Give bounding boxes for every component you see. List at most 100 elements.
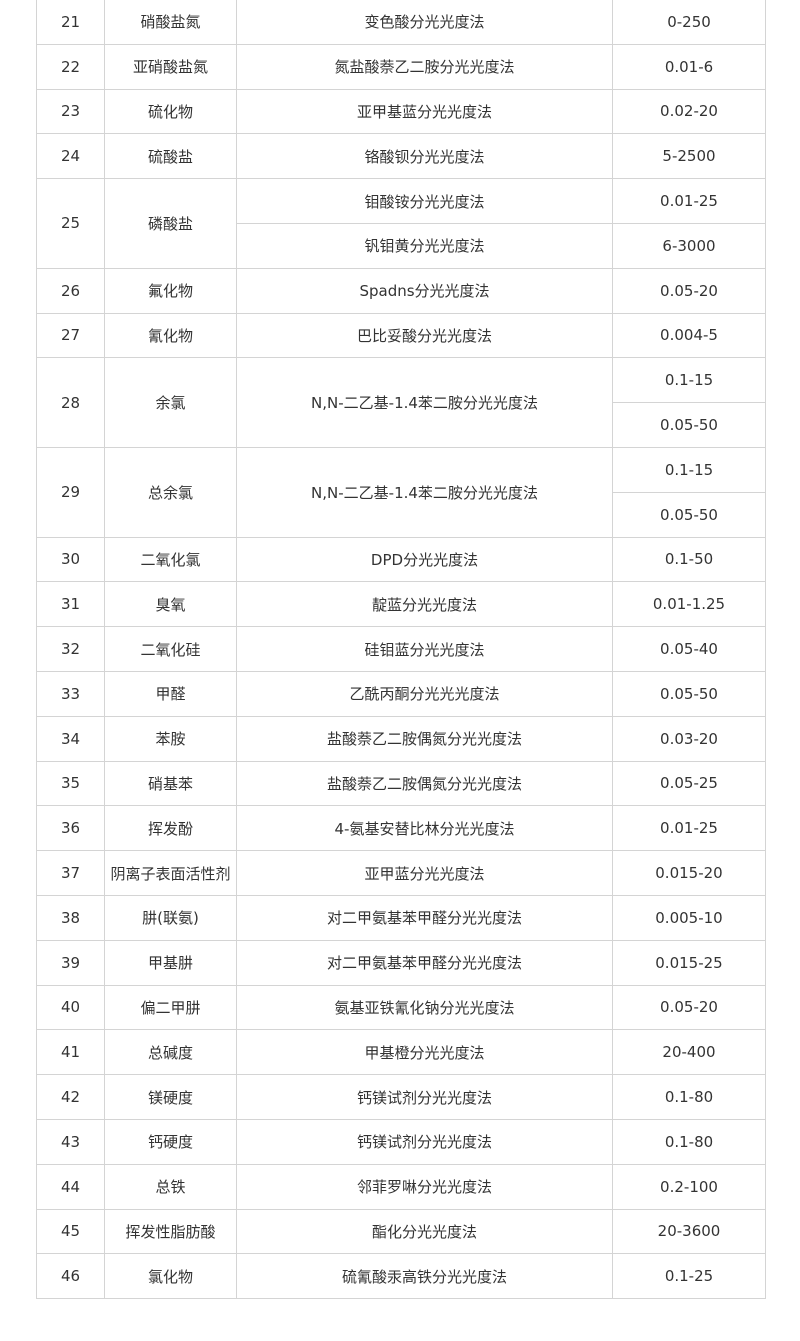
row-number: 23: [36, 88, 105, 135]
parameter-name: 偏二甲肼: [104, 984, 237, 1031]
parameter-name: 总铁: [104, 1163, 237, 1210]
table-row: 44 总铁 邻菲罗啉分光光度法 0.2-100: [36, 1163, 766, 1210]
measurement-range: 0.1-80: [612, 1118, 766, 1165]
parameter-name: 二氧化硅: [104, 626, 237, 672]
measurement-range: 0.05-50: [612, 491, 766, 538]
measurement-range: 0.004-5: [612, 312, 766, 359]
parameter-name: 氟化物: [104, 267, 237, 314]
measurement-range: 0.01-6: [612, 43, 766, 90]
method-name: 钙镁试剂分光光度法: [236, 1118, 613, 1165]
method-name: 盐酸萘乙二胺偶氮分光光度法: [236, 715, 613, 762]
row-number: 28: [36, 357, 105, 448]
row-number: 33: [36, 670, 105, 717]
parameter-name: 苯胺: [104, 715, 237, 762]
row-number: 25: [36, 178, 105, 269]
row-number: 45: [36, 1208, 105, 1255]
parameter-name: 余氯: [104, 357, 237, 448]
row-number: 44: [36, 1163, 105, 1210]
table-row: 24 硫酸盐 铬酸钡分光光度法 5-2500: [36, 133, 766, 180]
parameter-name: 钙硬度: [104, 1118, 237, 1165]
row-number: 36: [36, 805, 105, 852]
table-row: 25 磷酸盐 钼酸铵分光光度法 0.01-25: [36, 178, 766, 269]
method-name: 铬酸钡分光光度法: [236, 133, 613, 180]
method-name: 盐酸萘乙二胺偶氮分光光度法: [236, 760, 613, 807]
table-row: 28 余氯 N,N-二乙基-1.4苯二胺分光光度法 0.1-15: [36, 357, 766, 448]
method-name: 钙镁试剂分光光度法: [236, 1074, 613, 1120]
table-row: 41 总碱度 甲基橙分光光度法 20-400: [36, 1029, 766, 1076]
table-row: 33 甲醛 乙酰丙酮分光光光度法 0.05-50: [36, 670, 766, 717]
method-name: N,N-二乙基-1.4苯二胺分光光度法: [236, 357, 613, 448]
row-number: 32: [36, 626, 105, 672]
table-row: 30 二氧化氯 DPD分光光度法 0.1-50: [36, 536, 766, 583]
method-name: 靛蓝分光光度法: [236, 581, 613, 628]
method-name: 亚甲基蓝分光光度法: [236, 88, 613, 135]
measurement-range: 0.1-15: [612, 446, 766, 493]
measurement-range: 0.05-20: [612, 267, 766, 314]
table-row: 35 硝基苯 盐酸萘乙二胺偶氮分光光度法 0.05-25: [36, 760, 766, 807]
method-name: 氨基亚铁氰化钠分光光度法: [236, 984, 613, 1031]
parameter-name: 肼(联氨): [104, 894, 237, 941]
table-row: 0.05-50: [37, 402, 766, 448]
row-number: 46: [36, 1253, 105, 1300]
method-name: N,N-二乙基-1.4苯二胺分光光度法: [236, 446, 613, 538]
row-number: 43: [36, 1118, 105, 1165]
table-row: 31 臭氧 靛蓝分光光度法 0.01-1.25: [36, 581, 766, 628]
row-number: 31: [36, 581, 105, 628]
table-row: 37 阴离子表面活性剂 亚甲蓝分光光度法 0.015-20: [36, 850, 766, 896]
table-row: 45 挥发性脂肪酸 酯化分光光度法 20-3600: [36, 1208, 766, 1255]
row-number: 42: [36, 1074, 105, 1120]
row-number: 39: [36, 939, 105, 986]
measurement-range: 20-400: [612, 1029, 766, 1076]
method-name: 亚甲蓝分光光度法: [236, 850, 613, 896]
table-row: 39 甲基肼 对二甲氨基苯甲醛分光光度法 0.015-25: [36, 939, 766, 986]
method-name: 对二甲氨基苯甲醛分光光度法: [236, 939, 613, 986]
table-row: 43 钙硬度 钙镁试剂分光光度法 0.1-80: [36, 1118, 766, 1165]
measurement-range: 0.01-25: [612, 805, 766, 852]
measurement-range: 0.015-20: [612, 850, 766, 896]
measurement-range: 0.1-15: [612, 357, 766, 404]
measurement-range: 0.015-25: [612, 939, 766, 986]
parameter-name: 挥发性脂肪酸: [104, 1208, 237, 1255]
measurement-range: 0.1-80: [612, 1074, 766, 1120]
row-number: 24: [36, 133, 105, 180]
method-name: 钒钼黄分光光度法: [236, 222, 613, 269]
parameter-name: 阴离子表面活性剂: [104, 850, 237, 896]
method-name: 氮盐酸萘乙二胺分光光度法: [236, 43, 613, 90]
parameter-name: 总碱度: [104, 1029, 237, 1076]
row-number: 26: [36, 267, 105, 314]
parameter-name: 臭氧: [104, 581, 237, 628]
measurement-range: 0.1-25: [612, 1253, 766, 1300]
measurement-range: 0.01-25: [612, 178, 766, 224]
method-name: 硫氰酸汞高铁分光光度法: [236, 1253, 613, 1300]
method-name: 变色酸分光光度法: [236, 0, 613, 45]
parameter-name: 甲醛: [104, 670, 237, 717]
method-name: 4-氨基安替比林分光光度法: [236, 805, 613, 852]
parameter-name: 亚硝酸盐氮: [104, 43, 237, 90]
measurement-range: 0.05-40: [612, 626, 766, 672]
parameter-name: 氰化物: [104, 312, 237, 359]
row-number: 22: [36, 43, 105, 90]
table-row: 钒钼黄分光光度法 6-3000: [37, 222, 766, 269]
row-number: 27: [36, 312, 105, 359]
parameter-name: 硝基苯: [104, 760, 237, 807]
table-row: 27 氰化物 巴比妥酸分光光度法 0.004-5: [36, 312, 766, 359]
parameter-name: 磷酸盐: [104, 178, 237, 269]
parameter-name: 挥发酚: [104, 805, 237, 852]
parameter-name: 总余氯: [104, 446, 237, 538]
measurement-range: 0.05-50: [612, 402, 766, 448]
parameter-name: 氯化物: [104, 1253, 237, 1300]
table-row: 46 氯化物 硫氰酸汞高铁分光光度法 0.1-25: [36, 1253, 766, 1300]
row-number: 21: [36, 0, 105, 45]
measurement-range: 0.1-50: [612, 536, 766, 583]
table-row: 26 氟化物 Spadns分光光度法 0.05-20: [36, 267, 766, 314]
table-row: 21 硝酸盐氮 变色酸分光光度法 0-250: [36, 0, 766, 45]
row-number: 30: [36, 536, 105, 583]
table-row: 32 二氧化硅 硅钼蓝分光光度法 0.05-40: [36, 626, 766, 672]
method-name: 巴比妥酸分光光度法: [236, 312, 613, 359]
measurement-range: 5-2500: [612, 133, 766, 180]
row-number: 37: [36, 850, 105, 896]
method-name: 钼酸铵分光光度法: [236, 178, 613, 224]
method-name: Spadns分光光度法: [236, 267, 613, 314]
measurement-range: 0.03-20: [612, 715, 766, 762]
measurement-range: 0.05-20: [612, 984, 766, 1031]
